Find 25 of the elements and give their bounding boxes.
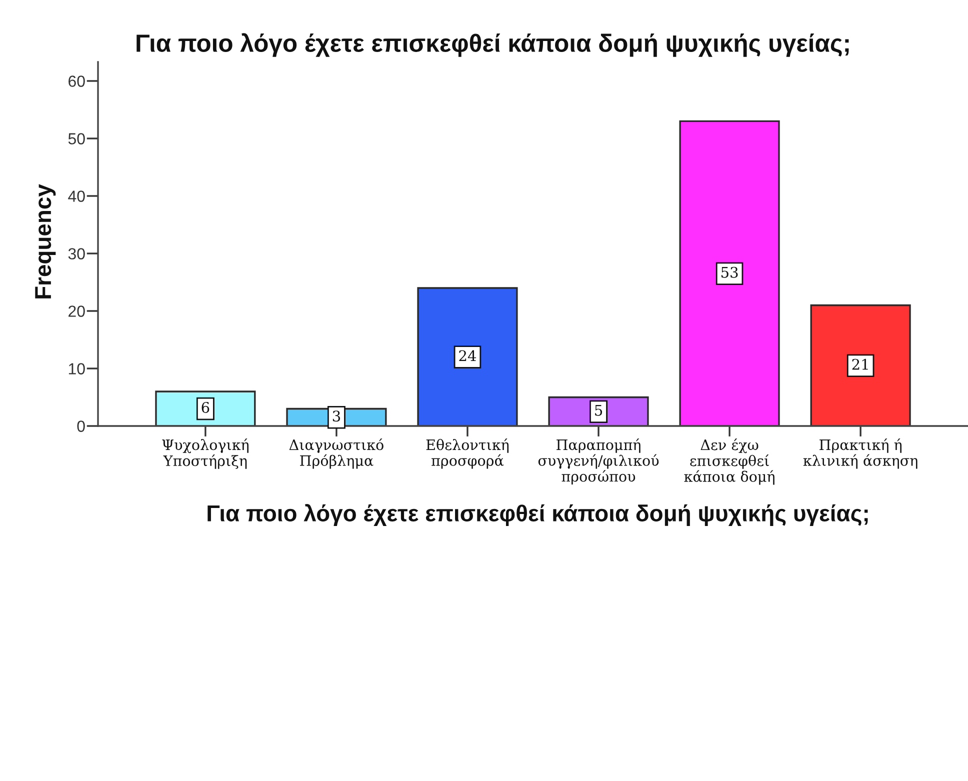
bar xyxy=(679,120,780,426)
y-tick-label: 40 xyxy=(68,190,85,202)
x-tick-label: Ψυχολογική Υποστήριξη xyxy=(162,438,248,469)
data-label: 5 xyxy=(595,405,602,416)
y-tick-label: 50 xyxy=(68,133,85,144)
bar xyxy=(417,287,518,426)
bar xyxy=(810,304,911,426)
x-tick-label: Διαγνωστικό Πρόβλημα xyxy=(289,438,384,469)
data-label: 24 xyxy=(459,350,476,362)
data-label: 21 xyxy=(852,358,868,370)
y-tick-label: 10 xyxy=(68,363,85,374)
x-tick-label: Δεν έχω επισκεφθεί κάποια δομή xyxy=(684,438,774,485)
data-label: 53 xyxy=(721,266,738,278)
y-tick-label: 0 xyxy=(77,420,85,432)
x-axis-title: Για ποιο λόγο έχετε επισκεφθεί κάποια δομή ψυχικής υγείας; xyxy=(208,504,868,526)
x-tick-label: Παραπομπή συγγενή/φιλικού προσώπου xyxy=(538,438,659,485)
y-axis-title: Frequency xyxy=(35,184,56,298)
data-label: 3 xyxy=(332,410,340,422)
y-tick-label: 30 xyxy=(68,248,85,260)
x-tick-label: Πρακτική ή κλινική άσκηση xyxy=(803,438,918,469)
x-tick-label: Εθελοντική προσφορά xyxy=(426,438,509,469)
y-tick-label: 20 xyxy=(68,306,85,317)
y-tick-label: 60 xyxy=(68,76,85,87)
data-label: 6 xyxy=(202,402,210,413)
chart-title: Για ποιο λόγο έχετε επισκεφθεί κάποια δομή ψυχικής υγείας; xyxy=(136,33,849,57)
